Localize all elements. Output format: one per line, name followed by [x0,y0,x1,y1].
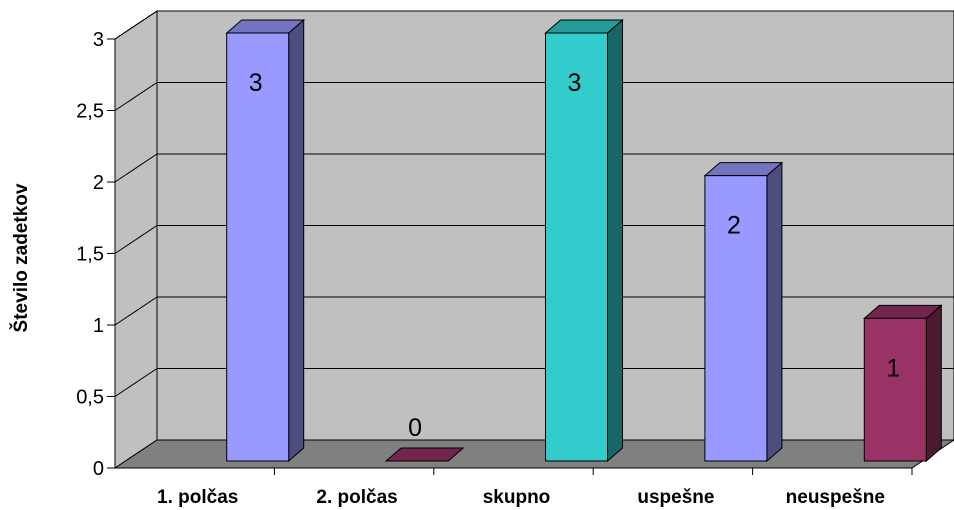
bars [225,18,943,463]
data-label: 3 [249,69,263,97]
data-label: 1 [886,354,900,382]
bar-front [226,32,290,462]
bar-4 [703,161,784,463]
y-tick-label: 1 [93,315,104,337]
bar-side [607,18,623,463]
bar-1 [225,18,306,463]
y-tick-label: 0,5 [76,387,104,409]
gridlines [114,10,954,397]
bar-front [545,32,608,462]
bar-front [863,317,927,462]
bar-top [384,447,465,462]
y-tick-label: 0 [93,458,104,480]
bar-side [766,161,783,463]
bar-front [704,175,768,462]
y-tick-label: 2 [93,172,104,194]
y-tick-label: 2,5 [76,101,104,123]
data-label: 2 [727,212,741,240]
category-label: neuspešne [786,487,885,508]
data-labels: 3 0 3 2 1 [249,69,901,442]
data-label: 3 [568,69,582,97]
category-label: uspešne [637,487,714,508]
gridline [114,225,954,254]
gridline [114,153,954,183]
gridline [114,296,954,326]
gridline [114,368,954,397]
category-label: skupno [483,487,551,508]
category-label: 2. polčas [316,487,397,508]
y-tick-labels: 0 0,5 1 1,5 2 2,5 3 [76,29,104,480]
y-tick-label: 3 [93,29,104,51]
bar-2 [384,447,465,462]
bar-side [288,18,305,463]
bar-3 [544,18,624,463]
axes [107,38,913,475]
y-axis-title: Število zadetkov [10,183,32,332]
y-tick-label: 1,5 [76,244,104,266]
bar-side [925,304,942,463]
bar-5 [862,304,943,463]
gridline [114,82,954,111]
gridline [114,10,954,40]
data-label: 0 [408,414,422,442]
x-category-labels: 1. polčas 2. polčas skupno uspešne neuspešne [157,487,885,508]
category-label: 1. polčas [157,487,238,508]
